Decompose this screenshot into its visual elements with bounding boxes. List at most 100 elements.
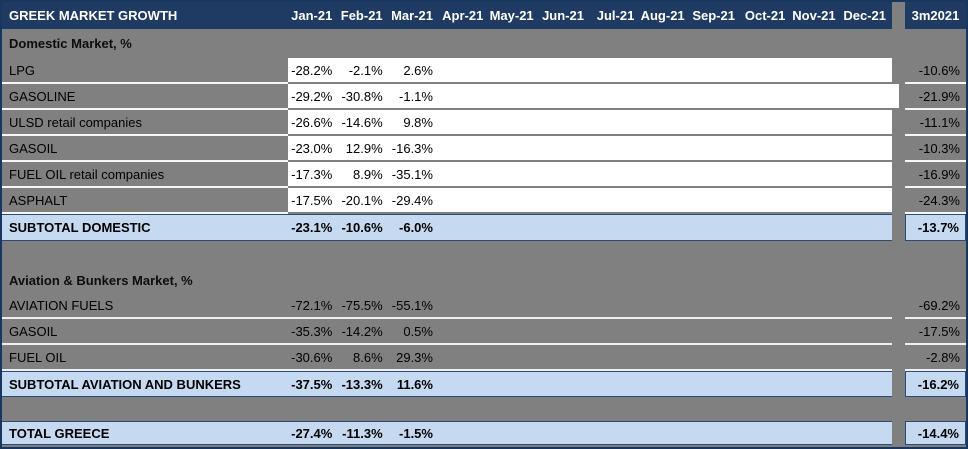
month-header-jul[interactable]: Jul-21 [589,2,641,29]
month-header-apr[interactable]: Apr-21 [438,2,490,29]
month-header-jun[interactable]: Jun-21 [539,2,590,29]
cell-mar[interactable]: -16.3% [388,136,439,162]
row-label[interactable]: FUEL OIL retail companies [2,162,288,188]
table-row-ulsd: ULSD retail companies -26.6% -14.6% 9.8%… [2,110,966,136]
cell-feb[interactable]: -13.3% [338,371,389,397]
cell-3m[interactable]: -13.7% [905,214,966,241]
cell-jan[interactable]: -72.1% [288,293,339,319]
section-spacer [2,397,966,421]
cell-mar[interactable]: 11.6% [388,371,439,397]
cell-mar[interactable]: 0.5% [388,319,439,345]
row-label[interactable]: AVIATION FUELS [2,293,288,319]
cell-jan[interactable]: -37.5% [288,371,339,397]
cell-mar[interactable]: -55.1% [388,293,439,319]
cell-feb[interactable]: -75.5% [338,293,389,319]
cell-3m[interactable]: -16.2% [905,371,966,397]
cell-3m[interactable]: -24.3% [905,188,966,214]
column-gap [892,214,905,241]
row-label[interactable]: ULSD retail companies [2,110,288,136]
cell-feb[interactable]: -2.1% [338,58,389,84]
cell-feb[interactable]: -14.6% [338,110,389,136]
cells-empty-months[interactable] [438,371,892,397]
row-label[interactable]: SUBTOTAL AVIATION AND BUNKERS [2,371,288,397]
cell-feb[interactable]: -14.2% [338,319,389,345]
cell-jan[interactable]: -30.6% [288,345,339,371]
month-header-dec[interactable]: Dec-21 [841,2,892,29]
month-header-aug[interactable]: Aug-21 [640,2,691,29]
cell-jan[interactable]: -27.4% [288,421,339,445]
row-label[interactable]: ASPHALT [2,188,288,214]
cell-feb[interactable]: 8.9% [338,162,389,188]
cell-3m[interactable]: -21.9% [905,84,966,110]
cells-empty-months[interactable] [438,110,892,136]
cell-mar[interactable]: -1.1% [388,84,439,110]
month-header-sep[interactable]: Sep-21 [690,2,741,29]
row-label[interactable]: GASOLINE [2,84,288,110]
cell-mar[interactable]: 2.6% [388,58,439,84]
cells-empty-months[interactable] [438,188,892,214]
cells-empty-months[interactable] [438,319,892,345]
cells-empty-months[interactable] [438,84,892,110]
cells-empty-months[interactable] [438,293,892,319]
column-gap [892,162,905,188]
cell-jan[interactable]: -26.6% [288,110,339,136]
cell-mar[interactable]: -1.5% [388,421,439,445]
month-header-oct[interactable]: Oct-21 [740,2,792,29]
header-column-gap [892,2,905,29]
cell-3m[interactable]: -10.3% [905,136,966,162]
subtotal-domestic-row: SUBTOTAL DOMESTIC -23.1% -10.6% -6.0% -1… [2,214,966,241]
cell-mar[interactable]: -35.1% [388,162,439,188]
cell-jan[interactable]: -23.1% [288,214,339,241]
cell-feb[interactable]: 8.6% [338,345,389,371]
row-label[interactable]: LPG [2,58,288,84]
column-gap [892,371,905,397]
cells-empty-months[interactable] [438,136,892,162]
cell-feb[interactable]: -20.1% [338,188,389,214]
cells-empty-months[interactable] [438,345,892,371]
cell-jan[interactable]: -17.5% [288,188,339,214]
cell-3m[interactable]: -16.9% [905,162,966,188]
cells-empty-months[interactable] [438,214,892,241]
table-row-gasoil-domestic: GASOIL -23.0% 12.9% -16.3% -10.3% [2,136,966,162]
table-row-fuel-oil-retail: FUEL OIL retail companies -17.3% 8.9% -3… [2,162,966,188]
cell-feb[interactable]: -10.6% [338,214,389,241]
month-header-jan[interactable]: Jan-21 [288,2,339,29]
cell-jan[interactable]: -29.2% [288,84,339,110]
cell-feb[interactable]: -11.3% [338,421,389,445]
cell-jan[interactable]: -28.2% [288,58,339,84]
row-label[interactable]: GASOIL [2,136,288,162]
cell-mar[interactable]: -29.4% [388,188,439,214]
cell-jan[interactable]: -23.0% [288,136,339,162]
section-title-aviation: Aviation & Bunkers Market, % [9,272,193,288]
cell-3m[interactable]: -17.5% [905,319,966,345]
cell-mar[interactable]: 9.8% [388,110,439,136]
month-header-feb[interactable]: Feb-21 [338,2,389,29]
month-header-mar[interactable]: Mar-21 [388,2,439,29]
cell-feb[interactable]: -30.8% [338,84,389,110]
cell-3m[interactable]: -14.4% [905,421,966,445]
cell-3m[interactable]: -2.8% [905,345,966,371]
cell-feb[interactable]: 12.9% [338,136,389,162]
cell-jan[interactable]: -35.3% [288,319,339,345]
cell-jan[interactable]: -17.3% [288,162,339,188]
cell-mar[interactable]: 29.3% [388,345,439,371]
row-label[interactable]: FUEL OIL [2,345,288,371]
cell-mar[interactable]: -6.0% [388,214,439,241]
cell-3m[interactable]: -11.1% [905,110,966,136]
column-gap [892,110,905,136]
column-gap [892,345,905,371]
row-label[interactable]: GASOIL [2,319,288,345]
cells-empty-months[interactable] [438,421,892,445]
section-spacer [2,241,966,267]
total-greece-row: TOTAL GREECE -27.4% -11.3% -1.5% -14.4% [2,421,966,445]
cell-3m[interactable]: -69.2% [905,293,966,319]
cells-empty-months[interactable] [438,162,892,188]
row-label[interactable]: TOTAL GREECE [2,421,288,445]
row-label[interactable]: SUBTOTAL DOMESTIC [2,214,288,241]
cell-3m[interactable]: -10.6% [905,58,966,84]
cells-empty-months[interactable] [438,58,892,84]
month-header-may[interactable]: May-21 [489,2,540,29]
month-header-nov[interactable]: Nov-21 [791,2,842,29]
summary-column-header[interactable]: 3m2021 [904,2,966,29]
